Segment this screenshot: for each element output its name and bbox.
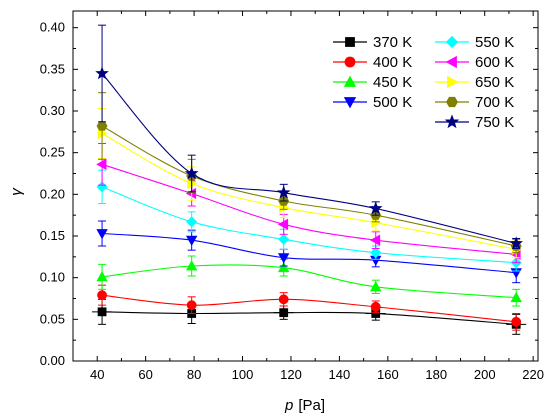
series-550-k [96,169,522,272]
data-point [186,300,197,311]
legend-marker [445,55,457,69]
data-point [276,185,291,199]
y-tick-label: 0.05 [40,311,65,326]
legend-label: 500 K [373,94,412,111]
data-point [95,66,109,80]
legend-item: 370 K [333,34,412,51]
legend-marker [444,114,460,129]
data-point [369,234,381,246]
legend-label: 650 K [475,74,514,91]
legend-item: 650 K [435,74,514,91]
y-tick-label: 0.10 [40,270,65,285]
legend-marker [345,37,355,47]
data-point [184,166,199,180]
data-point [96,121,108,131]
x-axis-label-var: p [284,397,293,414]
data-point [278,261,290,273]
data-point [96,158,107,171]
data-point [185,235,198,246]
x-tick-label: 180 [425,367,447,382]
legend-marker [343,75,357,87]
data-point [96,229,108,240]
data-point [509,236,523,250]
legend-marker [344,56,356,68]
x-tick-label: 80 [187,367,201,382]
legend-item: 700 K [435,94,514,111]
data-point [368,201,383,215]
data-point [511,316,522,327]
legend-item: 400 K [333,54,412,71]
x-tick-label: 140 [329,367,351,382]
x-axis-label-unit: [Pa] [298,397,325,414]
data-point [97,307,107,317]
series-750-k [95,24,523,250]
legend-label: 400 K [373,54,412,71]
y-tick-label: 0.25 [40,145,65,160]
data-point [278,294,289,305]
data-point [277,218,289,231]
legend: 370 K 400 K 450 K 500 K 550 K 600 K 650 K 700 K… [333,34,514,131]
series-line [102,294,517,323]
series-line [102,311,517,325]
legend-item: 450 K [333,74,412,91]
y-tick-label: 0.40 [40,20,65,35]
y-tick-label: 0.20 [40,186,65,201]
series-line [101,163,517,255]
series-400-k [97,284,522,331]
series-450-k [96,255,522,307]
y-tick-label: 0.30 [40,103,65,118]
legend-label: 370 K [373,34,412,51]
x-axis-label: p [Pa] [284,397,325,414]
legend-marker [447,75,459,89]
data-point [96,271,108,282]
y-axis-label: γ [8,187,25,196]
data-point [97,290,107,301]
data-point [370,301,381,312]
data-point [510,291,522,303]
data-point [186,216,198,228]
x-tick-label: 220 [522,367,544,382]
y-tick-label: 0.00 [40,353,65,368]
legend-marker [343,97,357,109]
x-tick-label: 160 [377,367,399,382]
data-point [185,260,198,271]
series-line [101,186,517,264]
legend-label: 450 K [373,74,412,91]
legend-item: 500 K [333,94,412,111]
y-tick-label: 0.35 [40,61,65,76]
legend-label: 700 K [475,94,514,111]
legend-item: 600 K [435,54,514,71]
series-line [101,264,517,299]
data-point [278,253,290,264]
data-point [370,247,382,259]
legend-label: 550 K [475,34,514,51]
legend-item: 550 K [435,34,514,51]
x-tick-label: 120 [280,367,302,382]
legend-label: 600 K [475,54,514,71]
plot-frame [72,10,539,362]
series-370-k [92,298,527,335]
data-point [278,233,290,245]
data-point [279,308,289,318]
legend-item: 750 K [435,114,514,131]
legend-label: 750 K [475,114,514,131]
x-tick-label: 100 [232,367,254,382]
data-point [370,281,382,292]
y-tick-label: 0.15 [40,228,65,243]
legend-marker [445,35,459,49]
x-tick-label: 40 [90,367,104,382]
x-tick-label: 60 [138,367,152,382]
series-600-k [96,143,521,264]
x-tick-label: 200 [474,367,496,382]
series-line [102,232,517,274]
legend-marker [446,96,458,108]
